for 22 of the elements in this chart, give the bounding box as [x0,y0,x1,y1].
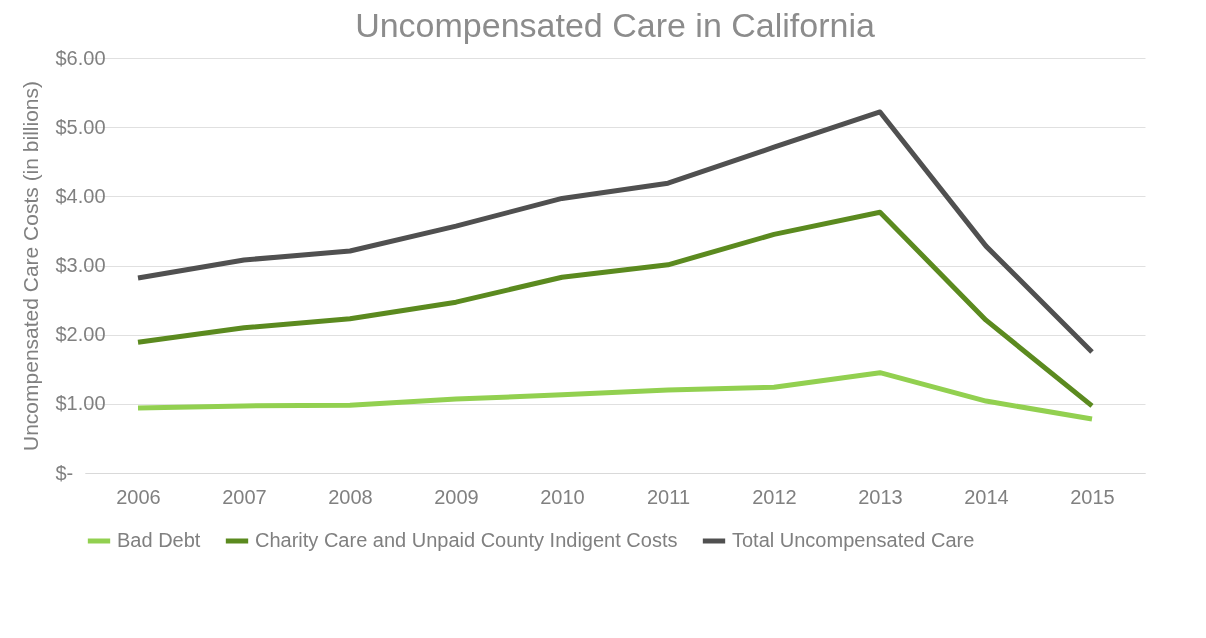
y-axis-title: Uncompensated Care Costs (in billions) [18,81,42,451]
x-tick-label: 2007 [222,485,267,508]
legend-label: Total Uncompensated Care [732,529,975,551]
x-tick-label: 2011 [646,485,691,508]
legend-label: Charity Care and Unpaid County Indigent Costs [255,529,678,551]
x-tick-label: 2014 [964,485,1009,508]
x-tick-label: 2013 [858,485,903,508]
y-tick-label: $5.00 [55,115,106,138]
y-tick-label: $3.00 [55,254,106,276]
legend-label: Bad Debt [117,529,201,551]
y-tick-label: $4.00 [55,184,106,207]
y-tick-label: $2.00 [55,323,106,346]
chart-title: Uncompensated Care in California [355,6,875,44]
x-tick-label: 2012 [752,485,797,508]
x-tick-label: 2009 [434,485,479,508]
x-tick-label: 2015 [1070,485,1115,508]
y-tick-label: $- [55,461,74,484]
y-tick-label: $6.00 [55,46,106,69]
x-tick-label: 2006 [116,485,161,508]
x-tick-label: 2008 [328,485,373,508]
x-tick-label: 2010 [540,485,585,508]
y-tick-label: $1.00 [55,392,106,415]
